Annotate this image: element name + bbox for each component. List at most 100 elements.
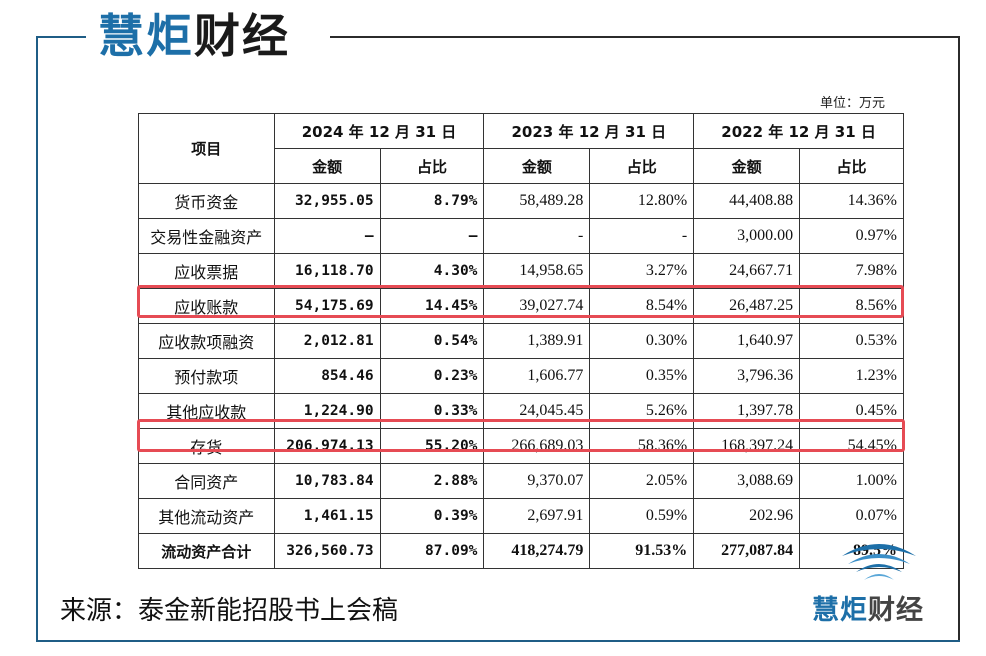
header-year-2022: 2022 年 12 月 31 日 xyxy=(693,113,904,149)
amount-2023: - xyxy=(483,218,591,254)
ratio-2023: 12.80% xyxy=(589,183,695,219)
row-item-label: 其他流动资产 xyxy=(138,498,275,534)
ratio-2023: 91.53% xyxy=(589,533,695,569)
amount-2024: 1,224.90 xyxy=(273,393,381,429)
ratio-2022: 0.45% xyxy=(799,393,904,429)
frame-line-top-right xyxy=(330,36,960,38)
amount-2024: 326,560.73 xyxy=(273,533,381,569)
amount-2024: 2,012.81 xyxy=(273,323,381,359)
header-amount: 金额 xyxy=(483,148,591,184)
ratio-2022: 1.23% xyxy=(799,358,904,394)
ratio-2023: 0.30% xyxy=(589,323,695,359)
unit-label: 单位：万元 xyxy=(820,96,886,111)
ratio-2022: 0.53% xyxy=(799,323,904,359)
amount-2023: 418,274.79 xyxy=(483,533,591,569)
table-row: 应收票据 16,118.70 4.30% 14,958.65 3.27% 24,667.7… xyxy=(138,253,904,289)
row-item-label: 合同资产 xyxy=(138,463,275,499)
source-caption: 来源：泰金新能招股书上会稿 xyxy=(60,596,399,626)
ratio-2023: 5.26% xyxy=(589,393,695,429)
row-item-label: 存货 xyxy=(138,428,275,464)
amount-2024: 1,461.15 xyxy=(273,498,381,534)
ratio-2024: 8.79% xyxy=(379,183,485,219)
amount-2022: 3,000.00 xyxy=(693,218,801,254)
amount-2024: – xyxy=(273,218,381,254)
brand-part1: 慧炬 xyxy=(812,595,868,626)
ratio-2022: 7.98% xyxy=(799,253,904,289)
frame-line-bottom xyxy=(36,640,960,642)
ratio-2022: 0.97% xyxy=(799,218,904,254)
amount-2024: 54,175.69 xyxy=(273,288,381,324)
ratio-2023: - xyxy=(589,218,695,254)
ratio-2023: 0.35% xyxy=(589,358,695,394)
amount-2022: 3,088.69 xyxy=(693,463,801,499)
row-item-label: 流动资产合计 xyxy=(138,533,275,569)
ratio-2022: 0.07% xyxy=(799,498,904,534)
ratio-2022: 89.5% xyxy=(799,533,904,569)
table-row: 应收账款 54,175.69 14.45% 39,027.74 8.54% 26,487.… xyxy=(138,288,904,324)
ratio-2023: 0.59% xyxy=(589,498,695,534)
table-row: 货币资金 32,955.05 8.79% 58,489.28 12.80% 44,408.… xyxy=(138,183,904,219)
ratio-2023: 2.05% xyxy=(589,463,695,499)
amount-2022: 202.96 xyxy=(693,498,801,534)
ratio-2024: 87.09% xyxy=(379,533,485,569)
amount-2022: 3,796.36 xyxy=(693,358,801,394)
brand-logo-top: 慧炬 财经 xyxy=(92,2,296,64)
highlight-accounts-receivable xyxy=(137,285,904,318)
amount-2022: 277,087.84 xyxy=(693,533,801,569)
amount-2023: 1,389.91 xyxy=(483,323,591,359)
amount-2022: 24,667.71 xyxy=(693,253,801,289)
ratio-2024: – xyxy=(379,218,485,254)
table-row: 应收款项融资 2,012.81 0.54% 1,389.91 0.30% 1,640.97… xyxy=(138,323,904,359)
amount-2023: 2,697.91 xyxy=(483,498,591,534)
ratio-2022: 14.36% xyxy=(799,183,904,219)
row-item-label: 应收账款 xyxy=(138,288,275,324)
table-row: 交易性金融资产 – – - -3,000.00 0.97% xyxy=(138,218,904,254)
table-row: 流动资产合计 326,560.73 87.09% 418,274.79 91.53% 27… xyxy=(138,533,904,569)
brand-part2: 财经 xyxy=(194,9,290,63)
ratio-2024: 2.88% xyxy=(379,463,485,499)
ratio-2024: 4.30% xyxy=(379,253,485,289)
amount-2023: 1,606.77 xyxy=(483,358,591,394)
table-row: 预付款项 854.46 0.23% 1,606.77 0.35% 3,796.36 1.23… xyxy=(138,358,904,394)
ratio-2024: 0.23% xyxy=(379,358,485,394)
row-item-label: 货币资金 xyxy=(138,183,275,219)
row-item-label: 预付款项 xyxy=(138,358,275,394)
table-row: 合同资产 10,783.84 2.88% 9,370.07 2.05% 3,088.69 1… xyxy=(138,463,904,499)
row-item-label: 其他应收款 xyxy=(138,393,275,429)
balance-table: 项目 2024 年 12 月 31 日 2023 年 12 月 31 日 202… xyxy=(138,113,904,569)
table-row: 其他流动资产 1,461.15 0.39% 2,697.91 0.59% 202.96 0.… xyxy=(138,498,904,534)
table-row: 其他应收款 1,224.90 0.33% 24,045.45 5.26% 1,397.78… xyxy=(138,393,904,429)
header-item: 项目 xyxy=(138,113,275,184)
frame-line-top-left xyxy=(38,36,86,38)
amount-2023: 9,370.07 xyxy=(483,463,591,499)
amount-2024: 32,955.05 xyxy=(273,183,381,219)
header-year-2024: 2024 年 12 月 31 日 xyxy=(273,113,485,149)
brand-logo-bottom: 慧炬财经 xyxy=(812,588,924,627)
header-ratio: 占比 xyxy=(379,148,485,184)
frame-line-left xyxy=(36,36,38,642)
header-ratio: 占比 xyxy=(589,148,695,184)
ratio-2024: 55.20% xyxy=(379,428,485,464)
amount-2022: 1,640.97 xyxy=(693,323,801,359)
ratio-2022: 8.56% xyxy=(799,288,904,324)
amount-2023: 14,958.65 xyxy=(483,253,591,289)
row-item-label: 应收票据 xyxy=(138,253,275,289)
amount-2023: 58,489.28 xyxy=(483,183,591,219)
amount-2024: 854.46 xyxy=(273,358,381,394)
ratio-2023: 3.27% xyxy=(589,253,695,289)
header-amount: 金额 xyxy=(693,148,801,184)
brand-part2: 财经 xyxy=(868,595,924,626)
brand-part1: 慧炬 xyxy=(98,9,194,63)
amount-2022: 26,487.25 xyxy=(693,288,801,324)
amount-2023: 39,027.74 xyxy=(483,288,591,324)
amount-2023: 24,045.45 xyxy=(483,393,591,429)
ratio-2024: 0.54% xyxy=(379,323,485,359)
row-item-label: 应收款项融资 xyxy=(138,323,275,359)
ratio-2022: 1.00% xyxy=(799,463,904,499)
ratio-2024: 0.39% xyxy=(379,498,485,534)
frame-line-right xyxy=(958,36,960,642)
row-item-label: 交易性金融资产 xyxy=(138,218,275,254)
amount-2024: 10,783.84 xyxy=(273,463,381,499)
header-ratio: 占比 xyxy=(799,148,904,184)
header-year-2023: 2023 年 12 月 31 日 xyxy=(483,113,695,149)
